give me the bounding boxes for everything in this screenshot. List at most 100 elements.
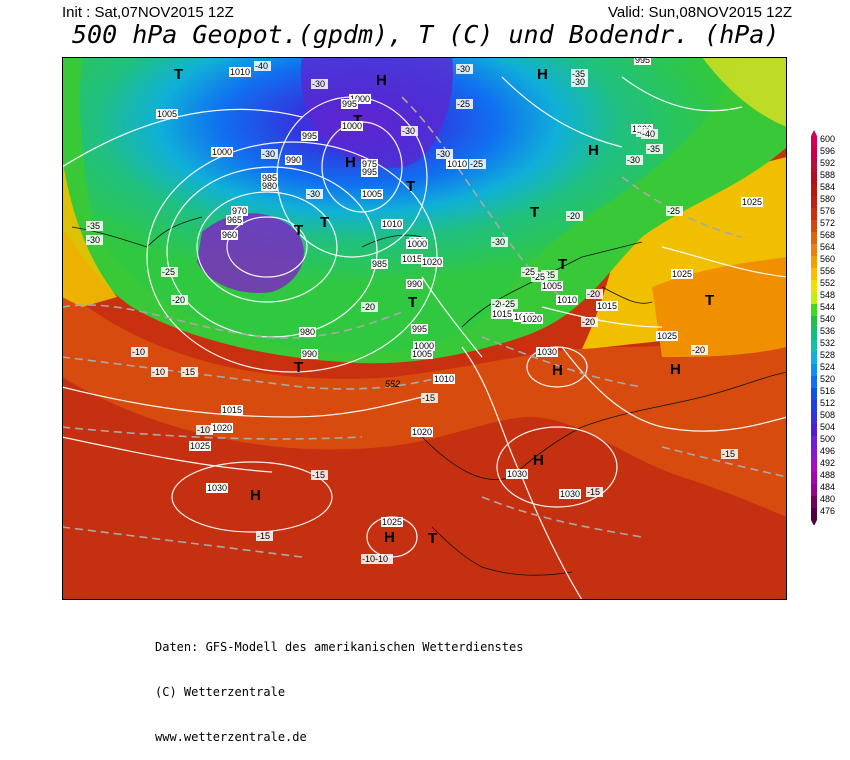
scale-swatch — [811, 508, 817, 520]
isobar-label-box — [299, 327, 316, 337]
scale-swatch — [811, 400, 817, 412]
high-symbol: H — [345, 154, 356, 171]
scale-arrow-top — [811, 130, 817, 136]
isotherm-label: -20 — [692, 345, 705, 355]
scale-swatch — [811, 340, 817, 352]
scale-level-label: 500 — [820, 434, 835, 444]
isobar-label-box — [411, 427, 433, 437]
scale-level-label: 596 — [820, 146, 835, 156]
isobar-label-box — [506, 469, 528, 479]
isobar-label: 990 — [286, 155, 301, 165]
isotherm-label-box — [521, 267, 538, 277]
isobar-label-box — [541, 281, 563, 291]
low-symbol: T — [408, 294, 417, 311]
isotherm-label: -20 — [362, 302, 375, 312]
isotherm-label-box — [361, 302, 378, 312]
isobar-label: 1010 — [447, 159, 467, 169]
isobar-label: 990 — [302, 349, 317, 359]
high-symbol: H — [384, 529, 395, 546]
isotherm-label: -20 — [492, 299, 505, 309]
isobar-label: 1025 — [190, 441, 210, 451]
isotherm-label-box — [626, 155, 643, 165]
isobar-label: 990 — [407, 279, 422, 289]
isobar-label-box — [556, 295, 578, 305]
isotherm-label: -30 — [402, 126, 415, 136]
isobar-label: 1010 — [230, 67, 250, 77]
isobar-label-box — [536, 347, 558, 357]
isotherm-label-box — [456, 99, 473, 109]
isotherm-label: -10 — [152, 367, 165, 377]
isobar-label-box — [221, 405, 243, 415]
isotherm-label: -25 — [522, 267, 535, 277]
isobar-label-box — [381, 219, 403, 229]
scale-level-label: 544 — [820, 302, 835, 312]
scale-swatch — [811, 196, 817, 208]
isotherm-label: -35 — [572, 69, 585, 79]
isotherm-label: -35 — [647, 144, 660, 154]
isotherm-label-box — [469, 159, 486, 169]
isotherm-label: -25 — [162, 267, 175, 277]
isobar-label-box — [491, 309, 513, 319]
scale-level-label: 600 — [820, 134, 835, 144]
isotherm-label: -10 — [132, 347, 145, 357]
isobar-label: 1025 — [742, 197, 762, 207]
scale-level-label: 536 — [820, 326, 835, 336]
color-scale: 600 596 592 588 584 580 576 572 568 564 560 556 552 5… — [811, 130, 835, 525]
isobar-label-box — [285, 155, 302, 165]
pressure-labels: 1010101010051000100010009959959959909909… — [156, 57, 763, 527]
isotherm-label: -40 — [255, 61, 268, 71]
isotherm-label-box — [566, 211, 583, 221]
scale-level-label: 484 — [820, 482, 835, 492]
low-symbol: T — [174, 66, 183, 83]
isotherm-label-box — [571, 69, 588, 79]
weather-map: H H H H H H H H H T T T T T T T T T T T … — [62, 57, 787, 600]
low-symbol: T — [530, 204, 539, 221]
isotherm-label: -30 — [87, 235, 100, 245]
isotherm-label-box — [86, 235, 103, 245]
scale-swatch — [811, 292, 817, 304]
isobar-label: 1000 — [350, 94, 370, 104]
scale-swatch — [811, 220, 817, 232]
isotherm-label-box — [586, 487, 603, 497]
isobar-label-box — [301, 131, 318, 141]
isotherm-label-box — [171, 295, 188, 305]
isobar-label-box — [156, 109, 178, 119]
scale-swatch — [811, 388, 817, 400]
isotherm-label-box — [161, 267, 178, 277]
scale-level-label: 548 — [820, 290, 835, 300]
isotherm-label-box — [456, 64, 473, 74]
low-symbol: T — [558, 256, 567, 273]
isobar-label-box — [596, 301, 618, 311]
isobar-label: 1025 — [382, 517, 402, 527]
scale-swatch — [811, 172, 817, 184]
isotherm-label-box — [571, 77, 588, 87]
isobar-label: 1015 — [402, 254, 422, 264]
isotherm-label: -30 — [262, 149, 275, 159]
low-symbol: T — [353, 112, 362, 129]
scale-level-label: 476 — [820, 506, 835, 516]
high-symbol: H — [670, 361, 681, 378]
isobar-label: 1005 — [362, 189, 382, 199]
isobar-label: 1030 — [560, 489, 580, 499]
isotherm-label-box — [666, 206, 683, 216]
scale-swatch — [811, 304, 817, 316]
scale-level-label: 580 — [820, 194, 835, 204]
scale-swatch — [811, 364, 817, 376]
isobar-label-box — [421, 257, 443, 267]
isobar-label-box — [341, 99, 358, 109]
isobar-label-box — [361, 167, 378, 177]
scale-level-label: 528 — [820, 350, 835, 360]
scale-swatch — [811, 436, 817, 448]
scale-swatch — [811, 160, 817, 172]
scale-arrow-bottom — [811, 520, 817, 525]
isotherm-label-box — [641, 129, 658, 139]
isotherm-label: -25 — [470, 159, 483, 169]
isotherm-label-box — [196, 425, 213, 435]
isotherm-label-box — [181, 367, 198, 377]
isobar-label: 1020 — [412, 427, 432, 437]
isobar-label: 1000 — [212, 147, 232, 157]
isobar-label: 985 — [372, 259, 387, 269]
isotherm-label-box — [86, 221, 103, 231]
isotherm-label-box — [306, 189, 323, 199]
isotherm-label: -25 — [667, 206, 680, 216]
